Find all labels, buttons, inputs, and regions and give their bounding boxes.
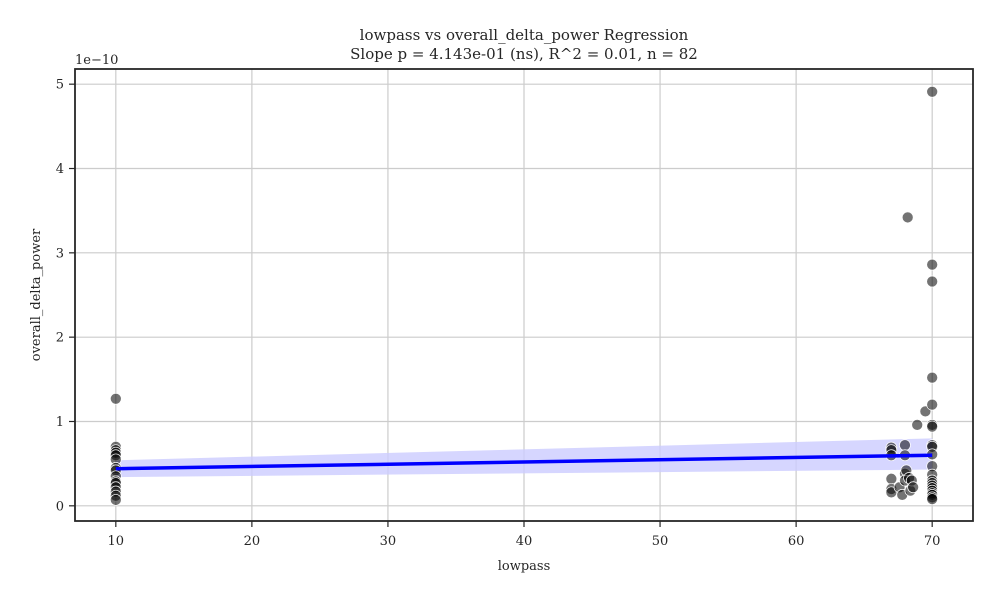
chart-subtitle: Slope p = 4.143e-01 (ns), R^2 = 0.01, n … — [350, 45, 698, 63]
data-point — [926, 493, 939, 505]
y-axis-label: overall_delta_power — [29, 228, 44, 361]
y-offset-label: 1e−10 — [75, 53, 118, 68]
data-point — [901, 211, 914, 224]
data-point — [926, 275, 939, 288]
y-tick-label: 5 — [56, 78, 64, 93]
regression-line-layer — [115, 453, 933, 471]
x-tick-label: 60 — [788, 534, 805, 549]
x-tick-label: 10 — [108, 534, 125, 549]
data-point — [911, 419, 924, 431]
y-tick-label: 4 — [56, 162, 64, 177]
x-tick-label: 30 — [380, 534, 397, 549]
y-axis-ticks: 0 1 2 3 4 5 — [56, 78, 75, 514]
data-point — [926, 371, 939, 384]
y-tick-label: 3 — [56, 246, 64, 261]
data-point — [109, 392, 122, 405]
x-axis-ticks: 10 20 30 40 50 60 70 — [108, 521, 941, 549]
data-point — [109, 494, 122, 506]
x-tick-label: 40 — [516, 534, 533, 549]
y-tick-label: 2 — [56, 331, 64, 346]
confidence-band — [115, 438, 933, 478]
x-tick-label: 20 — [244, 534, 261, 549]
data-point — [907, 481, 919, 494]
confidence-band-layer — [115, 438, 933, 478]
x-axis-label: lowpass — [498, 559, 551, 574]
x-tick-label: 70 — [924, 534, 941, 549]
data-point — [926, 85, 939, 98]
y-tick-label: 0 — [56, 499, 64, 514]
grid-lines — [75, 69, 973, 521]
data-point — [926, 420, 939, 433]
data-point — [885, 472, 898, 485]
regression-line — [115, 453, 933, 471]
x-tick-label: 50 — [652, 534, 669, 549]
scatter-points — [109, 85, 939, 506]
y-tick-label: 1 — [56, 415, 64, 430]
data-point — [926, 398, 939, 411]
chart-title: lowpass vs overall_delta_power Regressio… — [360, 26, 689, 44]
data-point — [899, 439, 911, 451]
data-point — [926, 258, 939, 271]
